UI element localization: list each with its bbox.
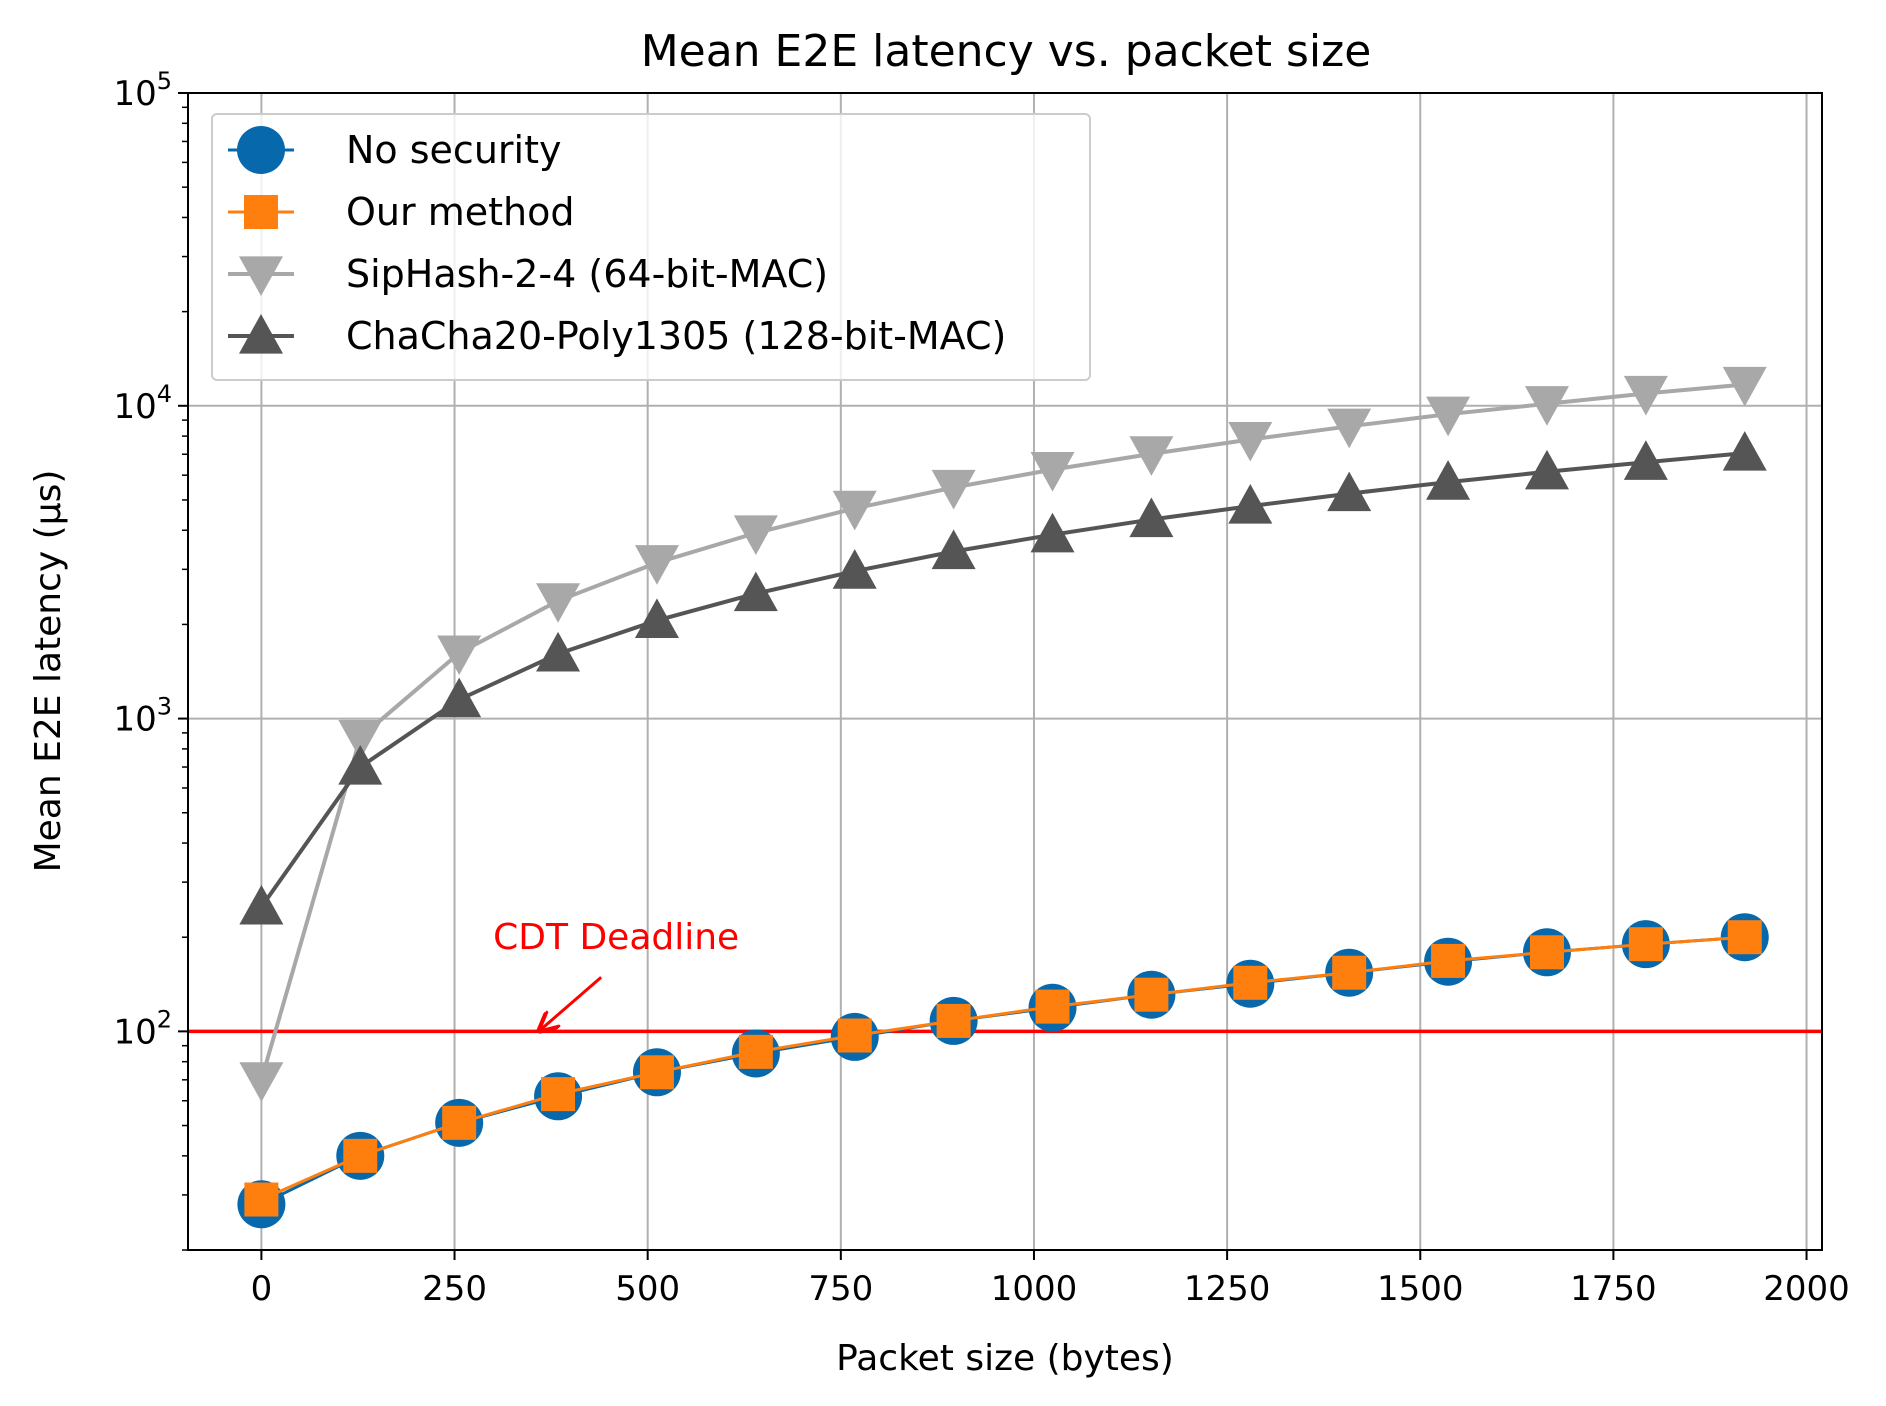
data-point — [1228, 484, 1273, 524]
legend-label: SipHash-2-4 (64-bit-MAC) — [346, 252, 828, 296]
y-tick-label: 105 — [113, 67, 172, 114]
legend: No security Our method SipHash-2-4 (64-bit… — [211, 113, 1091, 381]
data-point — [1623, 375, 1668, 416]
data-point — [1030, 452, 1075, 492]
x-tick-label: 2000 — [1763, 1269, 1850, 1309]
series-line — [259, 451, 1745, 909]
series-siphash-2-4-64-bit-mac — [239, 366, 1767, 1102]
data-point — [1426, 396, 1471, 437]
data-point — [244, 1182, 279, 1217]
legend-entry: ChaCha20-Poly1305 (128-bit-MAC) — [228, 314, 1006, 358]
annotation: CDT Deadline — [493, 917, 739, 1030]
data-point — [338, 719, 383, 760]
series-our-method — [244, 920, 1762, 1217]
data-point — [343, 1138, 378, 1173]
data-point — [442, 1105, 477, 1140]
series-layer — [237, 366, 1769, 1229]
data-point — [1426, 460, 1471, 500]
data-point — [1529, 935, 1564, 970]
series-line — [259, 382, 1745, 1081]
data-point — [1628, 927, 1663, 962]
data-point — [536, 583, 581, 623]
data-point — [1327, 471, 1372, 512]
legend-entry: Our method — [228, 190, 574, 234]
data-point — [1727, 920, 1762, 955]
x-tick-label: 750 — [808, 1269, 873, 1309]
data-point — [1623, 440, 1668, 480]
y-tick-label: 104 — [113, 380, 172, 427]
y-axis-label: Mean E2E latency (µs) — [28, 470, 69, 873]
data-point — [1228, 421, 1273, 462]
legend-box — [211, 113, 1091, 381]
data-point — [639, 1055, 674, 1090]
data-point — [1035, 989, 1070, 1024]
axes: 0 250 500 750 1000 1250 1500 1750 2000 102 103 104 1… — [113, 67, 1849, 1309]
legend-marker — [239, 314, 283, 354]
data-point — [837, 1018, 872, 1053]
legend-marker — [237, 126, 285, 174]
legend-entry: No security — [228, 126, 561, 174]
y-tick-label: 102 — [113, 1005, 172, 1052]
series-chacha20-poly1305-128-bit-mac — [239, 431, 1767, 925]
data-point — [338, 745, 383, 785]
x-axis-label: Packet size (bytes) — [836, 1338, 1174, 1379]
data-point — [541, 1077, 576, 1112]
data-point — [1327, 408, 1372, 449]
legend-label: ChaCha20-Poly1305 (128-bit-MAC) — [346, 314, 1006, 358]
legend-label: No security — [346, 128, 561, 172]
data-point — [1524, 386, 1569, 426]
data-point — [733, 515, 778, 556]
data-point — [1332, 955, 1367, 990]
x-tick-label: 250 — [422, 1269, 487, 1309]
data-point — [1431, 943, 1466, 978]
legend-label: Our method — [346, 190, 574, 234]
x-tick-label: 1500 — [1377, 1269, 1464, 1309]
data-point — [1233, 965, 1268, 1000]
data-point — [634, 598, 679, 639]
data-point — [738, 1034, 773, 1069]
x-tick-label: 1750 — [1570, 1269, 1657, 1309]
x-tick-label: 500 — [615, 1269, 680, 1309]
y-tick-label: 103 — [113, 693, 172, 740]
data-point — [239, 884, 284, 925]
legend-entry: SipHash-2-4 (64-bit-MAC) — [228, 252, 828, 296]
data-point — [832, 490, 877, 531]
data-point — [936, 1003, 971, 1038]
data-point — [1722, 431, 1767, 471]
data-point — [1524, 449, 1569, 490]
legend-marker — [244, 195, 278, 229]
plot-frame — [187, 92, 1823, 1251]
legend-marker — [239, 256, 283, 296]
chart-title: Mean E2E latency vs. packet size — [641, 26, 1372, 77]
series-line — [260, 935, 1745, 1201]
data-point — [1030, 512, 1075, 553]
data-point — [1129, 436, 1174, 476]
data-point — [536, 631, 581, 672]
data-point — [931, 469, 976, 510]
annotation-text: CDT Deadline — [493, 917, 739, 958]
x-tick-label: 0 — [251, 1269, 273, 1309]
x-tick-label: 1000 — [991, 1269, 1078, 1309]
data-point — [733, 571, 778, 612]
data-point — [437, 677, 482, 718]
data-point — [634, 545, 679, 585]
series-line — [260, 935, 1745, 1206]
data-point — [931, 529, 976, 570]
data-point — [239, 1062, 284, 1102]
data-point — [1129, 497, 1174, 538]
annotation-arrow — [540, 976, 603, 1030]
data-point — [1722, 366, 1767, 407]
data-point — [832, 549, 877, 589]
data-point — [1134, 977, 1169, 1012]
x-tick-label: 1250 — [1184, 1269, 1271, 1309]
data-point — [437, 635, 482, 676]
